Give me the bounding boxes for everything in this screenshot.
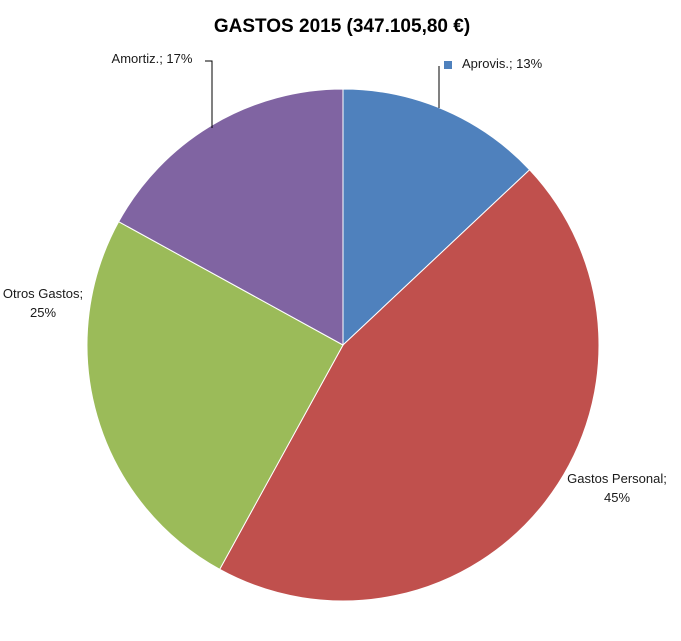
pie-labels: Aprovis.; 13% Gastos Personal; 45% Otros Ga… xyxy=(3,51,667,505)
data-label-gastos-personal: Gastos Personal; 45% xyxy=(567,471,667,505)
pie-slices xyxy=(86,88,600,602)
label-marker-aprovis xyxy=(444,61,452,69)
data-label-aprovis: Aprovis.; 13% xyxy=(462,56,543,71)
pie-slice-amortiz xyxy=(117,88,344,346)
leader-line-amortiz xyxy=(205,60,213,128)
pie-slice-otros-gastos xyxy=(86,220,344,571)
data-label-otros-gastos: Otros Gastos; 25% xyxy=(3,286,83,320)
data-label-amortiz: Amortiz.; 17% xyxy=(112,51,193,66)
pie-slice-gastos-personal xyxy=(218,169,600,602)
pie-slice-aprovis xyxy=(342,88,531,347)
chart-title: GASTOS 2015 (347.105,80 €) xyxy=(214,16,470,37)
